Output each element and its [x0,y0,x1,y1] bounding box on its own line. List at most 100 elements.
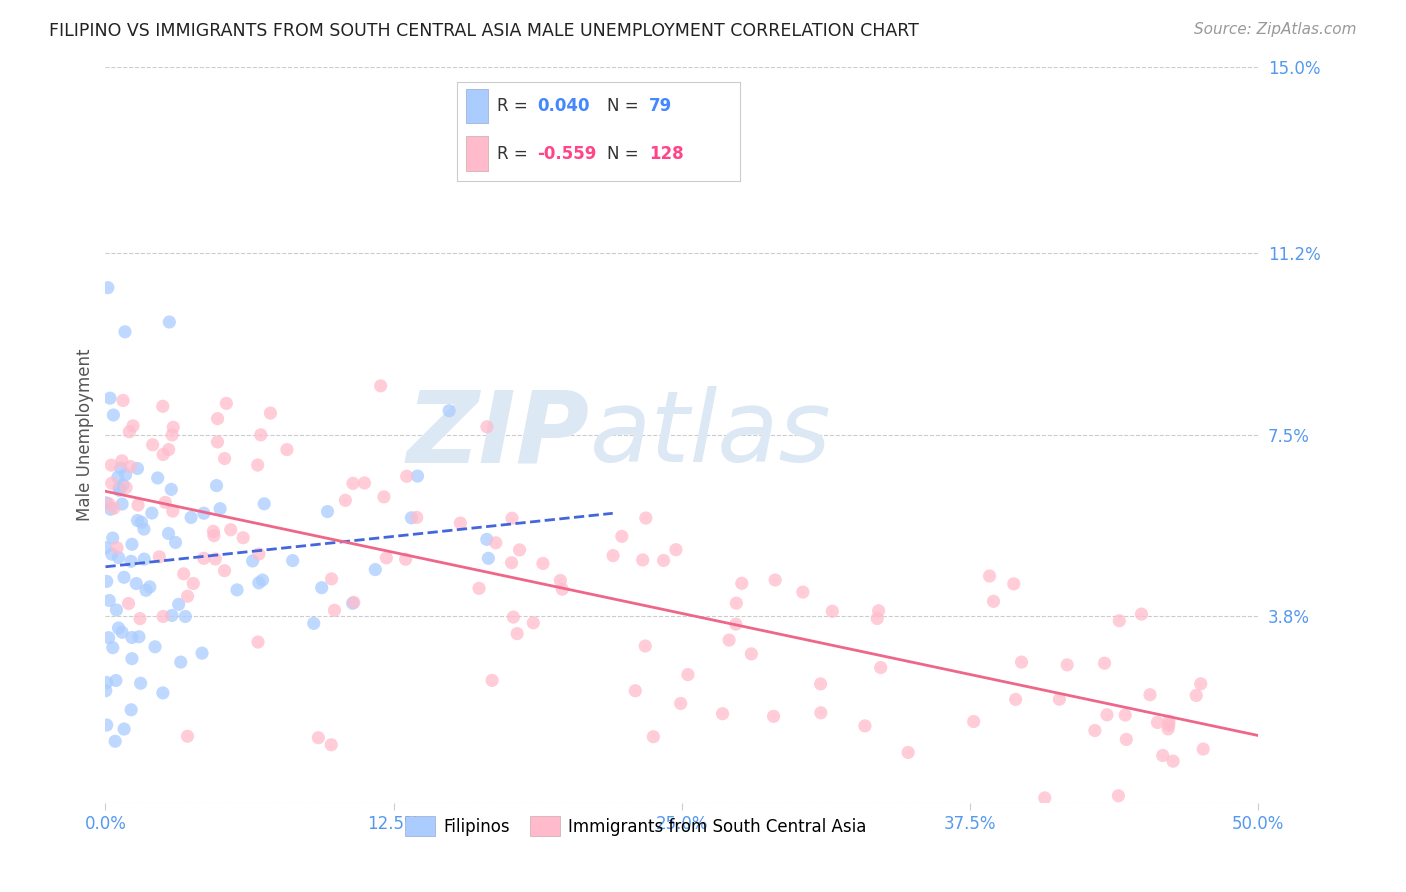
Point [1146,715,1168,730]
Point [117,597,139,611]
Point [1192,742,1215,756]
Point [342,476,364,491]
Point [129,676,152,690]
Point [176,729,198,743]
Point [107,470,129,484]
Point [207,411,229,425]
Point [139,580,162,594]
Text: Source: ZipAtlas.com: Source: ZipAtlas.com [1194,22,1357,37]
Point [375,550,398,565]
Point [405,510,427,524]
Point [107,550,129,565]
Point [118,425,141,439]
Point [531,557,554,571]
Point [122,418,145,433]
Point [242,554,264,568]
Point [1114,708,1136,723]
Point [449,516,471,530]
Point [131,515,153,529]
Point [98,593,121,607]
Point [170,655,193,669]
Point [142,438,165,452]
Point [246,635,269,649]
Point [160,428,183,442]
Point [252,573,274,587]
Point [141,506,163,520]
Point [725,596,748,610]
Point [249,427,271,442]
Point [127,514,149,528]
Point [321,738,343,752]
Y-axis label: Male Unemployment: Male Unemployment [76,349,94,521]
Point [103,408,125,422]
Point [125,576,148,591]
Point [307,731,329,745]
Point [152,609,174,624]
Point [485,535,508,549]
Point [143,640,166,654]
Point [311,581,333,595]
Point [1084,723,1107,738]
Point [342,596,364,610]
Point [108,483,131,498]
Point [160,483,183,497]
Point [111,478,134,492]
Point [373,490,395,504]
Point [1189,677,1212,691]
Point [610,529,633,543]
Point [115,480,138,494]
Point [718,633,741,648]
Point [202,528,225,542]
Point [97,631,120,645]
Point [214,564,236,578]
Point [1185,689,1208,703]
Point [343,595,366,609]
Point [979,569,1001,583]
Point [1152,748,1174,763]
Point [1130,607,1153,621]
Point [101,531,124,545]
Point [551,582,574,596]
Point [792,585,814,599]
Point [1056,657,1078,672]
Point [146,471,169,485]
Point [323,603,346,617]
Point [810,706,832,720]
Point [129,612,152,626]
Point [209,501,232,516]
Point [501,511,523,525]
Point [634,511,657,525]
Point [105,541,128,555]
Point [665,542,688,557]
Point [276,442,298,457]
Point [100,458,122,472]
Point [246,458,269,472]
Point [181,576,204,591]
Point [160,608,183,623]
Point [522,615,544,630]
Point [475,419,498,434]
Point [114,467,136,482]
Point [550,574,572,588]
Point [1115,732,1137,747]
Point [631,553,654,567]
Point [1094,656,1116,670]
Point [107,621,129,635]
Point [321,572,343,586]
Point [501,556,523,570]
Point [98,391,121,405]
Point [1139,688,1161,702]
Point [155,495,177,509]
Point [207,434,229,449]
Point [132,522,155,536]
Point [1108,614,1130,628]
Point [394,552,416,566]
Point [111,625,134,640]
Point [247,547,270,561]
Point [763,573,786,587]
Point [643,730,665,744]
Point [475,533,498,547]
Point [1011,655,1033,669]
Point [214,451,236,466]
Point [731,576,754,591]
